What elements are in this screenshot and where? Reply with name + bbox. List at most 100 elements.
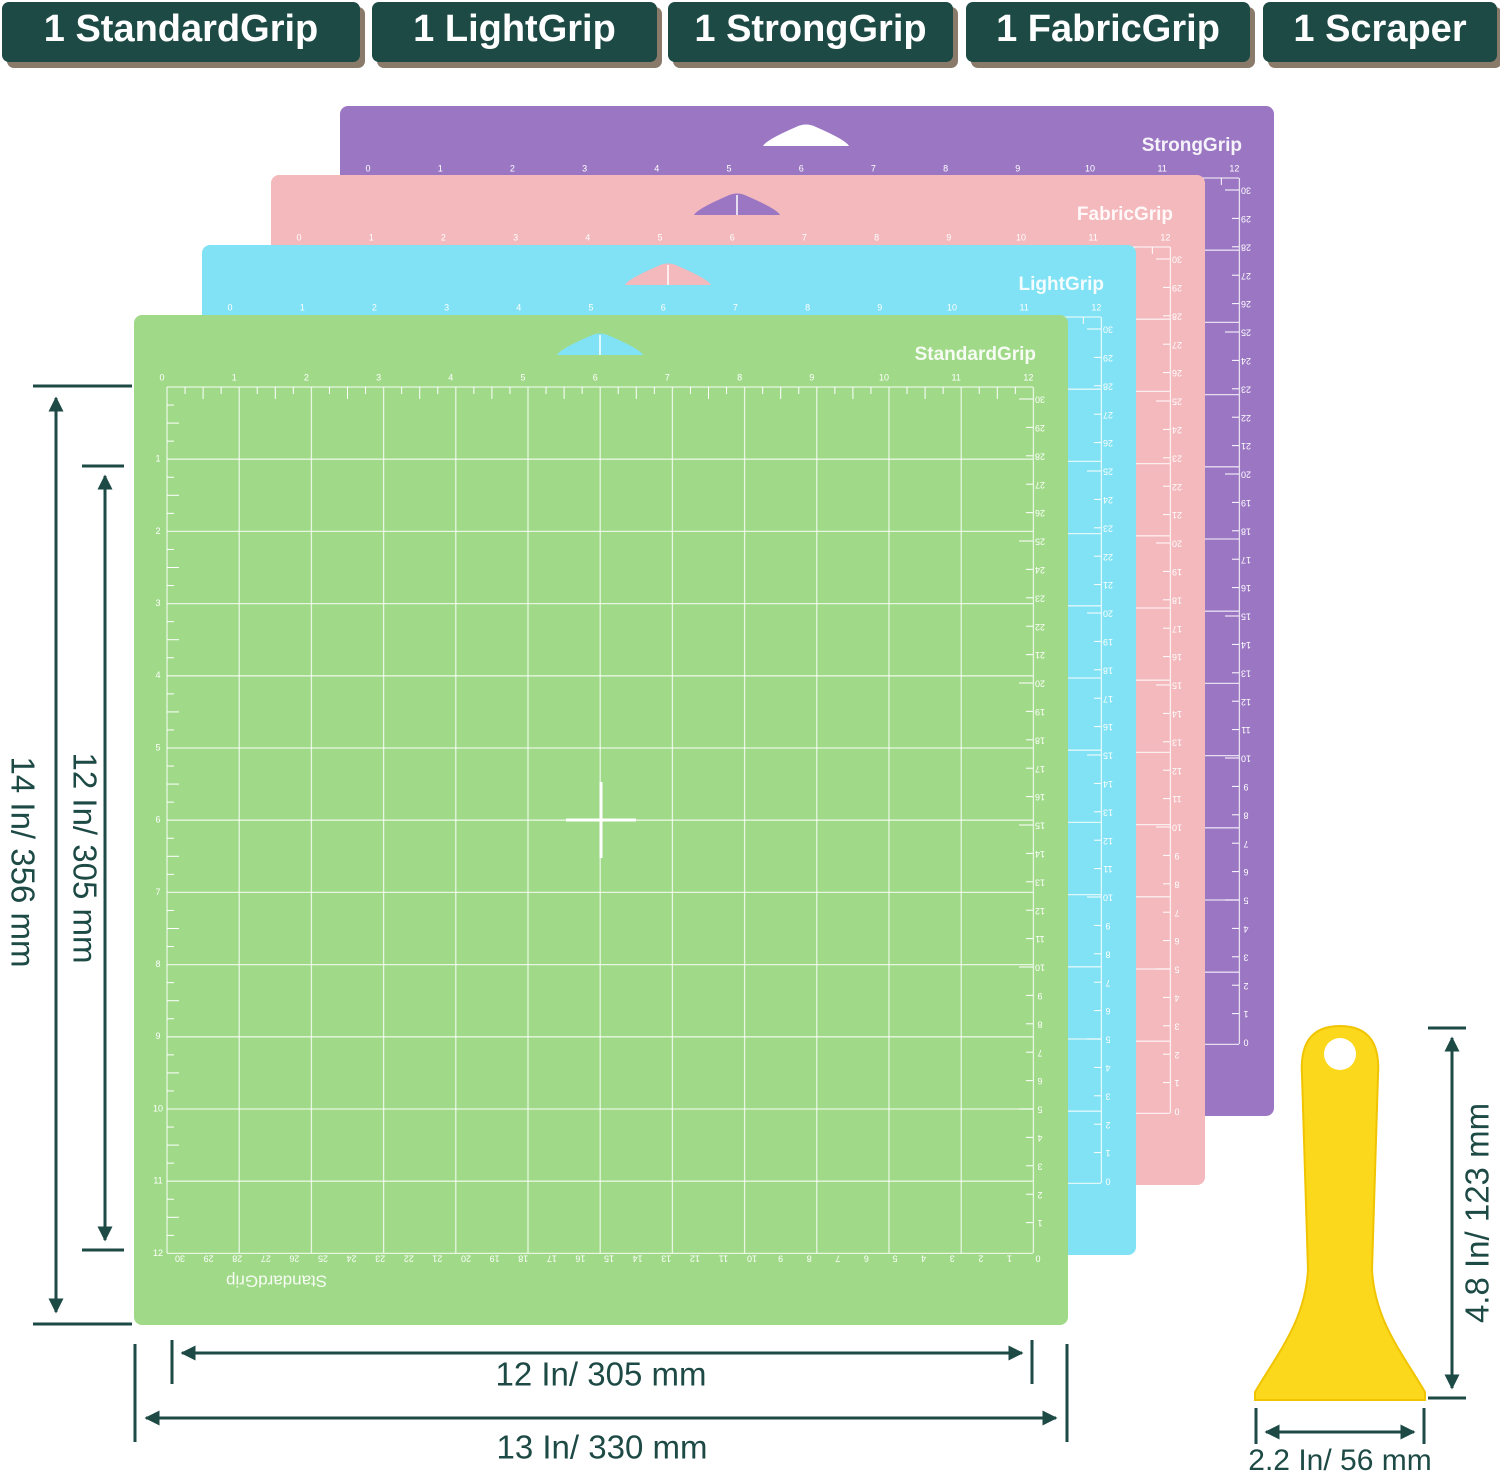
badges: 1 StandardGrip 1 LightGrip 1 StrongGrip 1 F… [2,2,1500,68]
ruler-number: 7 [802,232,807,242]
ruler-number: 17 [1172,624,1182,634]
ruler-number: 15 [1172,681,1182,691]
ruler-number: 3 [1243,952,1248,962]
ruler-number: 1 [1243,1009,1248,1019]
ruler-number: 5 [892,1254,897,1264]
ruler-number: 23 [1035,593,1045,603]
ruler-number: 12 [1172,766,1182,776]
ruler-number: 10 [153,1103,163,1113]
ruler-number: 10 [947,302,957,312]
ruler-number: 10 [1085,163,1095,173]
ruler-number: 9 [1015,163,1020,173]
ruler-number: 8 [1174,879,1179,889]
ruler-number: 13 [1241,668,1251,678]
ruler-number: 25 [318,1254,328,1264]
ruler-number: 1 [1105,1148,1110,1158]
ruler-number: 16 [1103,722,1113,732]
ruler-number: 15 [1241,612,1251,622]
ruler-number: 2 [304,372,309,382]
dimension-label: 4.8 In/ 123 mm [1459,1103,1496,1323]
ruler-number: 4 [585,232,590,242]
ruler-number: 11 [1103,864,1112,874]
ruler-number: 13 [1035,877,1045,887]
ruler-number: 8 [1105,949,1110,959]
ruler-number: 1 [1037,1218,1042,1228]
ruler-number: 27 [1241,271,1251,281]
ruler-number: 10 [1016,232,1026,242]
ruler-number: 4 [1174,993,1179,1003]
ruler-number: 5 [1037,1105,1042,1115]
ruler-number: 12 [153,1248,163,1258]
ruler-number: 0 [1105,1177,1110,1187]
ruler-number: 1 [300,302,305,312]
ruler-number: 10 [879,372,889,382]
ruler-number: 27 [1103,410,1113,420]
ruler-number: 11 [1089,232,1098,242]
ruler-number: 24 [1035,565,1045,575]
ruler-number: 22 [1103,552,1113,562]
dimension-label: 12 In/ 305 mm [496,1356,707,1393]
mat-label: StrongGrip [1142,135,1242,156]
badge-label: 1 Scraper [1293,8,1466,50]
ruler-number: 5 [1243,896,1248,906]
ruler-number: 29 [1241,214,1251,224]
ruler-number: 2 [978,1254,983,1264]
ruler-number: 10 [1241,754,1251,764]
ruler-number: 24 [1241,356,1251,366]
dimensions: 14 In/ 356 mm 12 In/ 305 mm 12 In/ 305 m… [4,384,1069,1466]
ruler-number: 9 [1243,782,1248,792]
ruler-number: 14 [633,1254,643,1264]
ruler-number: 12 [690,1254,700,1264]
ruler-number: 2 [155,526,160,536]
ruler-number: 7 [1037,1048,1042,1058]
ruler-number: 3 [444,302,449,312]
ruler-number: 13 [1172,737,1182,747]
ruler-number: 6 [1174,936,1179,946]
ruler-number: 11 [1172,794,1181,804]
ruler-number: 23 [1103,523,1113,533]
ruler-number: 17 [1035,764,1045,774]
ruler-number: 22 [1172,482,1182,492]
ruler-number: 9 [1105,921,1110,931]
ruler-number: 8 [1243,810,1248,820]
ruler-number: 17 [1103,694,1113,704]
ruler-number: 25 [1035,537,1045,547]
ruler-number: 15 [1035,821,1045,831]
mat-label: FabricGrip [1077,204,1173,225]
badge [372,2,657,62]
ruler-number: 3 [582,163,587,173]
ruler-number: 1 [1174,1078,1179,1088]
ruler-number: 1 [232,372,237,382]
ruler-number: 5 [588,302,593,312]
ruler-number: 26 [1103,438,1113,448]
ruler-number: 27 [1035,480,1045,490]
ruler-number: 9 [1037,991,1042,1001]
ruler-number: 22 [1241,413,1251,423]
ruler-number: 24 [1172,425,1182,435]
ruler-number: 5 [726,163,731,173]
ruler-number: 4 [1037,1133,1042,1143]
ruler-number: 8 [737,372,742,382]
ruler-number: 21 [1241,441,1251,451]
ruler-number: 3 [155,598,160,608]
ruler-number: 0 [1035,1254,1040,1264]
ruler-number: 25 [1172,397,1182,407]
ruler-number: 3 [1037,1161,1042,1171]
ruler-number: 0 [159,372,164,382]
ruler-number: 14 [1172,709,1182,719]
ruler-number: 4 [1243,924,1248,934]
ruler-number: 1 [1007,1254,1012,1264]
badge [2,2,360,62]
ruler-number: 30 [1241,186,1251,196]
ruler-number: 30 [1172,255,1182,265]
ruler-number: 18 [1103,665,1113,675]
ruler-number: 28 [1172,311,1182,321]
ruler-number: 14 [1103,779,1113,789]
ruler-number: 7 [665,372,670,382]
ruler-number: 12 [1103,836,1113,846]
ruler-number: 7 [1105,978,1110,988]
ruler-number: 13 [661,1254,671,1264]
ruler-number: 18 [1241,526,1251,536]
ruler-number: 0 [227,302,232,312]
